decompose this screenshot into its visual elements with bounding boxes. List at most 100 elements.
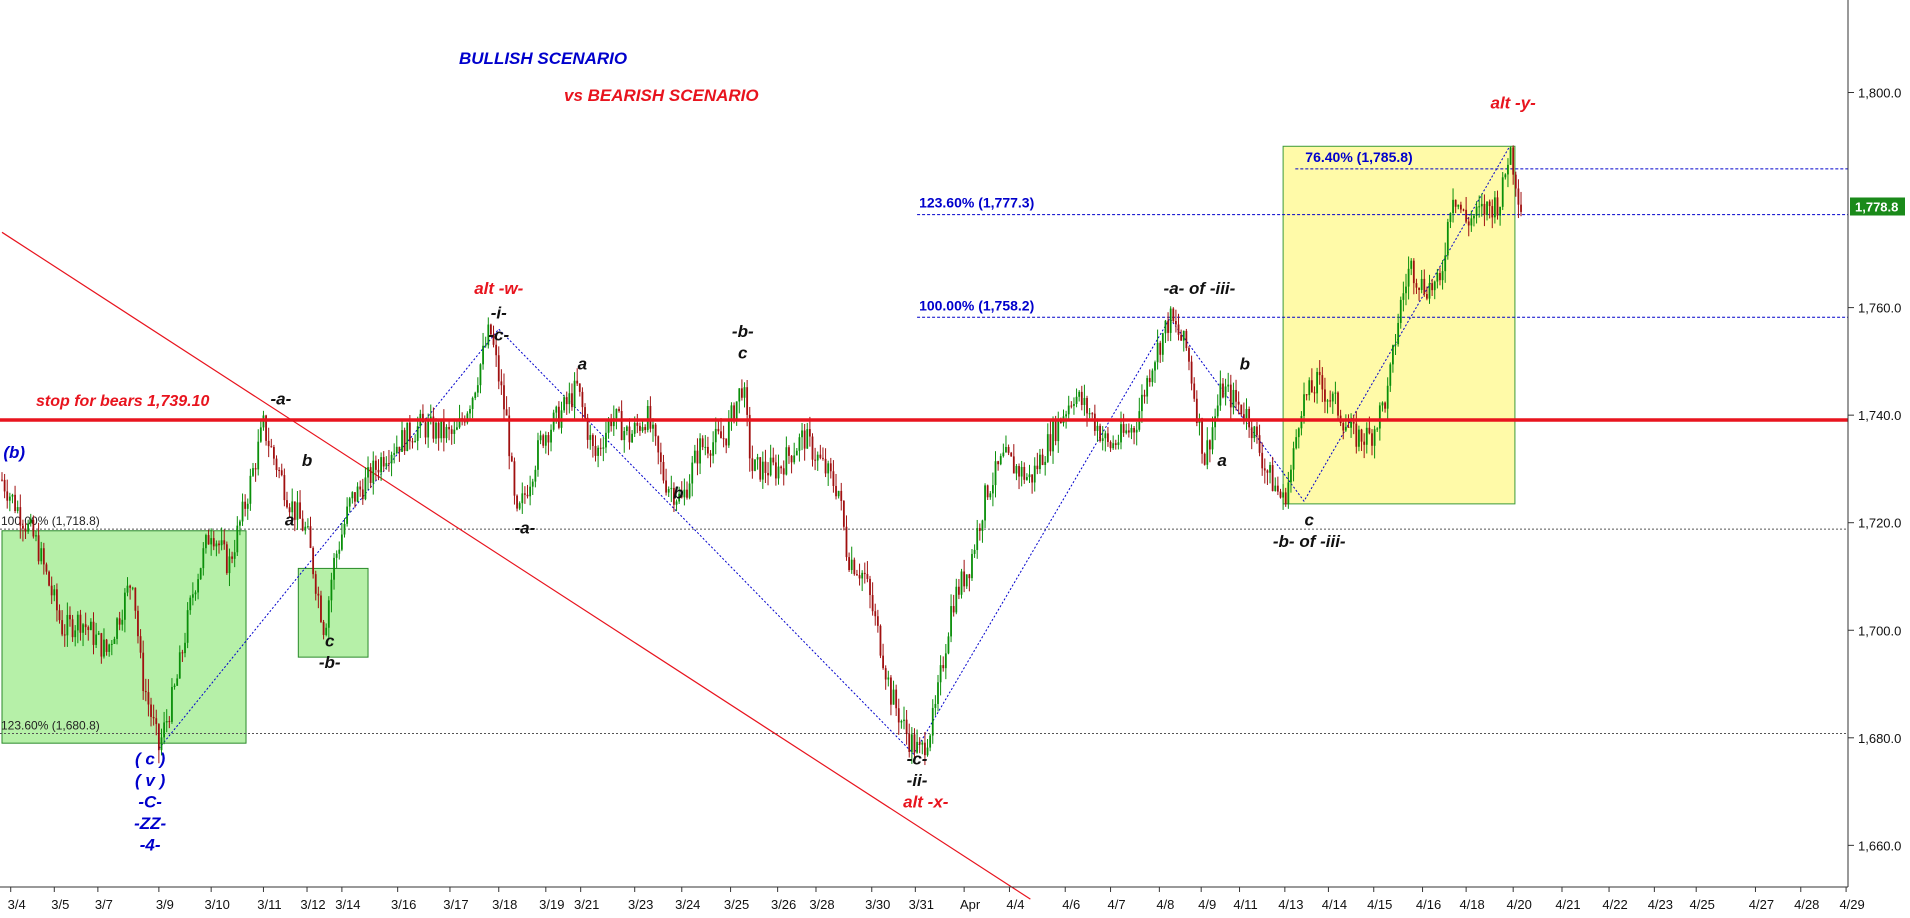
x-tick-label: 3/25 [724,897,749,912]
candle-body [275,458,278,471]
candle-body [1078,391,1081,397]
candle-body [22,525,24,529]
candle-body [858,575,861,579]
candle-body [1151,370,1154,383]
candle-body [414,440,416,443]
candle-body [733,405,735,422]
x-tick-label: 3/30 [865,897,890,912]
candle-body [811,436,814,460]
candle-body [1331,393,1334,402]
candle-body [790,455,793,463]
candle-body [819,454,822,458]
candle-body [748,414,751,459]
candle-body [178,652,181,679]
candle-body [150,704,152,717]
candle-body [236,525,239,553]
candle-body [764,461,767,473]
candle-body [1141,394,1143,412]
x-tick-label: 4/13 [1278,897,1303,912]
candle-body [1154,362,1156,371]
candle-body [667,489,670,493]
candle-body [95,634,98,645]
candle-body [997,461,1000,465]
candle-body [890,677,892,705]
candle-body [1195,398,1198,424]
candle-body [942,665,945,669]
candle-body [338,549,341,554]
candle-body [293,501,296,520]
wave-label-4: -b- [732,322,754,341]
candle-body [1065,414,1068,417]
candle-body [978,528,981,531]
candle-body [1423,278,1426,294]
candle-body [837,490,840,497]
candle-body [220,540,223,546]
candle-body [1462,209,1465,211]
candle-body [199,568,202,580]
candle-body [1344,426,1347,431]
candle-body [450,429,453,434]
wave-label-3: a [578,354,587,373]
candle-body [1206,440,1209,465]
candle-body [895,689,898,709]
wave-label-0: alt -w- [474,279,523,298]
candle-body [165,721,168,723]
last-price-label: 1,778.8 [1855,200,1898,215]
candle-body [829,463,832,472]
candle-body [1318,371,1321,376]
candle-body [842,500,845,527]
candle-body [649,405,652,429]
candle-body [189,597,192,611]
candle-body [432,416,435,439]
candle-body [1378,405,1381,429]
candle-body [610,420,613,427]
candle-body [42,548,45,565]
candle-body [727,418,730,446]
candle-body [1258,435,1261,453]
candle-body [126,585,129,593]
candle-body [1041,454,1044,465]
candle-body [1371,433,1373,446]
candle-body [267,440,270,447]
candle-body [586,417,589,440]
candle-body [500,381,503,386]
candle-body [822,457,824,459]
candle-body [1052,421,1054,452]
candle-body [1193,383,1196,399]
x-tick-label: 3/16 [391,897,416,912]
candle-body [1428,283,1431,299]
candle-body [1,479,3,481]
candle-body [950,606,952,637]
candle-body [356,486,359,502]
candle-body [850,559,853,571]
candle-body [416,426,419,441]
candle-body [994,461,997,486]
x-tick-label: 3/5 [51,897,69,912]
candle-body [1070,405,1073,407]
candle-body [892,689,895,705]
candle-body [129,585,132,588]
candle-body [1337,392,1339,416]
candle-body [1475,206,1478,216]
candle-body [27,523,30,532]
y-tick-label: 1,760.0 [1858,301,1901,316]
candle-body [1148,378,1151,383]
candle-body [142,652,145,692]
x-tick-label: 4/8 [1156,897,1174,912]
candle-body [194,592,197,595]
candle-body [989,493,992,498]
wave-label-25: -C- [138,793,162,812]
candle-body [652,424,654,429]
candle-body [563,397,566,411]
candle-body [981,520,984,531]
candle-body [1107,433,1109,442]
candle-body [1130,427,1133,433]
candle-body [594,446,597,456]
candle-body [58,610,61,621]
candle-body [1324,389,1326,402]
x-tick-label: 4/16 [1416,897,1441,912]
candle-body [74,630,77,638]
x-tick-label: 3/19 [539,897,564,912]
candle-body [304,526,307,531]
candle-body [678,493,681,502]
